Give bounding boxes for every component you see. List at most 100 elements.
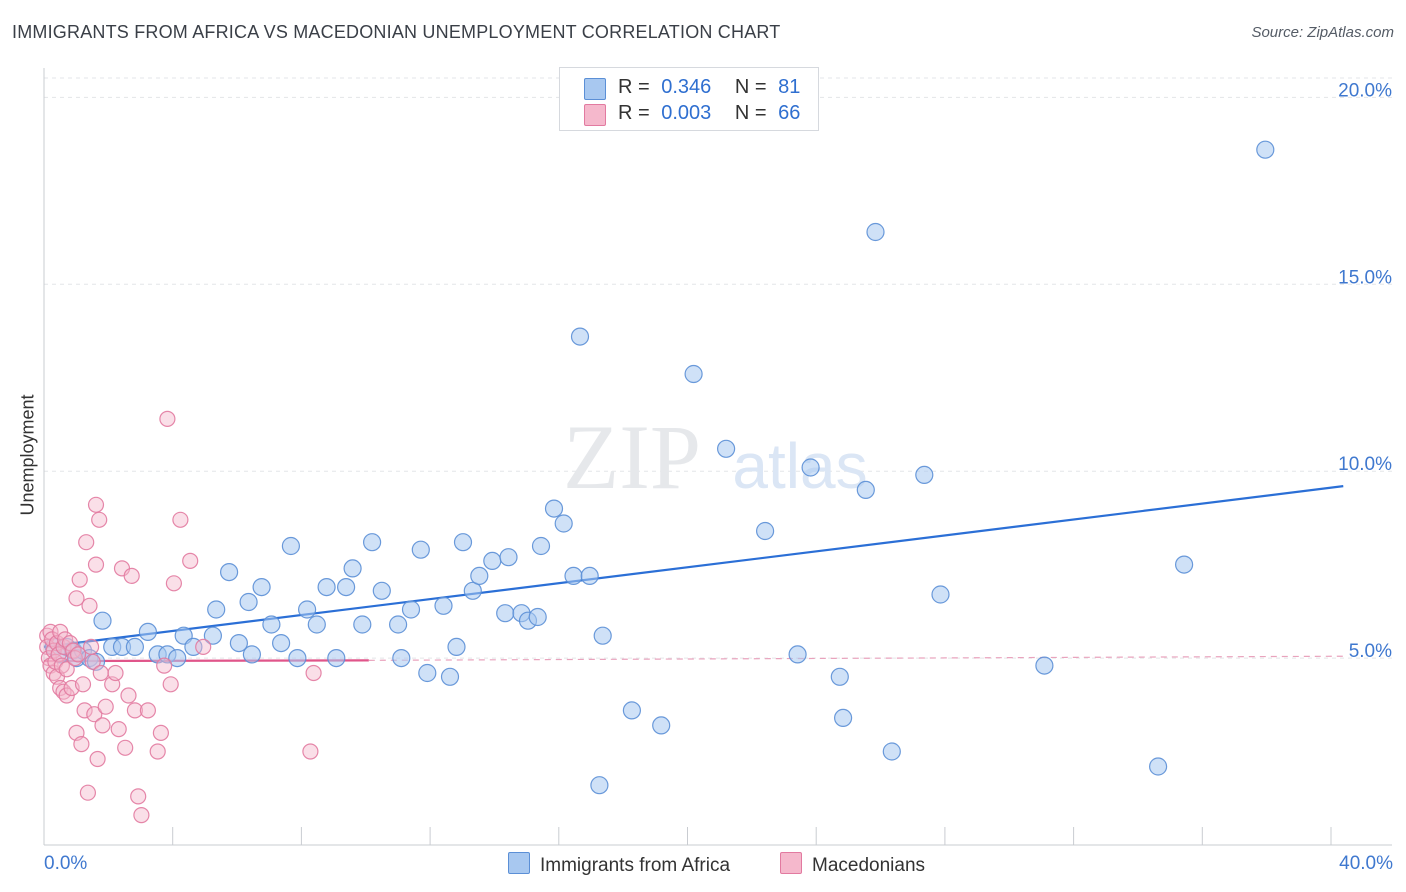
- point-africa: [229, 633, 248, 653]
- point-africa: [93, 611, 112, 630]
- point-africa: [1174, 555, 1194, 574]
- point-macedonians: [117, 739, 134, 756]
- point-macedonians: [74, 676, 92, 693]
- point-africa: [570, 327, 590, 346]
- point-africa: [168, 648, 187, 668]
- point-africa: [463, 581, 482, 600]
- legend-swatch-macedonians: [584, 104, 606, 126]
- point-africa: [833, 708, 853, 728]
- point-macedonians: [172, 511, 189, 528]
- legend-swatch-africa: [584, 78, 606, 100]
- point-africa: [580, 566, 599, 586]
- point-macedonians: [78, 534, 95, 551]
- point-macedonians: [133, 806, 150, 824]
- point-macedonians: [156, 657, 173, 674]
- point-africa: [401, 600, 421, 619]
- point-africa: [262, 615, 281, 634]
- point-macedonians: [82, 638, 100, 656]
- point-africa: [389, 615, 408, 634]
- point-africa: [915, 465, 934, 484]
- point-africa: [440, 667, 460, 686]
- point-macedonians: [120, 687, 137, 704]
- point-macedonians: [76, 702, 93, 719]
- point-macedonians: [152, 724, 169, 742]
- bottom-legend-swatch-macedonians: [780, 852, 802, 874]
- y-tick-label: 15.0%: [1338, 267, 1392, 288]
- point-africa: [242, 645, 261, 664]
- point-africa: [684, 364, 703, 384]
- point-africa: [622, 701, 642, 720]
- point-macedonians: [97, 698, 114, 715]
- point-africa: [327, 648, 346, 668]
- point-macedonians: [87, 496, 105, 513]
- trend-line-africa: [43, 485, 1344, 648]
- source-credit: Source: ZipAtlas.com: [1251, 24, 1394, 41]
- chart-title: IMMIGRANTS FROM AFRICA VS MACEDONIAN UNE…: [12, 22, 781, 42]
- legend-n-label: N =: [734, 102, 767, 124]
- point-africa: [138, 622, 157, 642]
- point-africa: [931, 585, 950, 604]
- legend-n-value: 81: [778, 76, 801, 98]
- point-macedonians: [123, 567, 140, 585]
- point-africa: [220, 562, 239, 582]
- data-points: [39, 140, 1275, 824]
- point-africa: [590, 776, 609, 795]
- point-africa: [755, 521, 775, 541]
- point-africa: [882, 742, 901, 761]
- point-africa: [447, 637, 466, 657]
- point-africa: [239, 592, 258, 612]
- point-africa: [125, 637, 144, 657]
- point-africa: [372, 581, 391, 600]
- y-tick-label: 20.0%: [1338, 80, 1392, 101]
- watermark-atlas: atlas: [732, 430, 867, 502]
- point-africa: [343, 559, 362, 578]
- point-macedonians: [86, 706, 103, 723]
- point-africa: [392, 648, 411, 668]
- point-macedonians: [159, 410, 176, 427]
- point-macedonians: [305, 664, 322, 682]
- point-africa: [716, 439, 736, 458]
- tick-labels: 5.0% 10.0% 15.0% 20.0% 0.0% 40.0%: [44, 80, 1393, 874]
- point-macedonians: [84, 653, 101, 670]
- watermark-zip: ZIP: [563, 406, 701, 508]
- point-africa: [593, 626, 612, 645]
- point-macedonians: [91, 511, 108, 528]
- point-africa: [363, 533, 382, 552]
- point-africa: [453, 533, 473, 552]
- y-tick-label: 5.0%: [1349, 641, 1392, 662]
- point-africa: [272, 633, 291, 653]
- point-macedonians: [302, 743, 319, 760]
- point-macedonians: [92, 664, 109, 682]
- point-africa: [353, 615, 372, 634]
- point-africa: [470, 566, 489, 586]
- point-macedonians: [81, 597, 98, 614]
- point-macedonians: [71, 571, 88, 588]
- point-africa: [307, 615, 326, 634]
- legend-n-label: N =: [734, 76, 767, 98]
- point-africa: [434, 596, 453, 615]
- bottom-legend-macedonians: Macedonians: [780, 852, 925, 877]
- point-africa: [554, 514, 573, 533]
- legend-text-africa: R = 0.346 N = 81: [618, 76, 800, 99]
- point-macedonians: [182, 552, 199, 570]
- point-macedonians: [68, 590, 85, 607]
- point-africa: [801, 458, 820, 477]
- point-africa: [298, 600, 317, 619]
- point-africa: [866, 222, 885, 242]
- point-macedonians: [94, 717, 111, 734]
- point-africa: [528, 607, 547, 627]
- point-africa: [337, 577, 356, 597]
- point-africa: [203, 626, 222, 645]
- point-africa: [1035, 656, 1054, 675]
- point-africa: [652, 716, 671, 735]
- point-macedonians: [89, 750, 106, 768]
- point-africa: [411, 540, 430, 559]
- point-africa: [531, 536, 551, 556]
- point-macedonians: [139, 702, 156, 719]
- point-africa: [1256, 140, 1275, 159]
- point-macedonians: [73, 735, 90, 753]
- legend-n-value: 66: [778, 102, 801, 124]
- bottom-legend-swatch-africa: [508, 852, 530, 874]
- point-africa: [288, 648, 307, 668]
- point-africa: [1148, 757, 1168, 776]
